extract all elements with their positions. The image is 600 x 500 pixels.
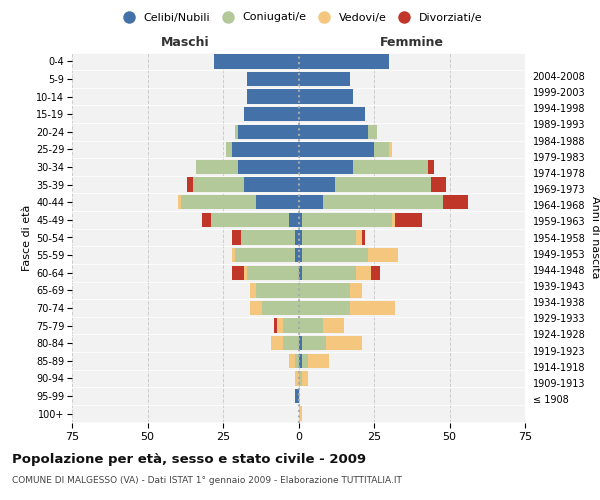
Bar [289,212,299,227]
Bar [214,54,299,68]
Bar [302,212,392,227]
Bar [247,90,299,104]
Bar [371,266,380,280]
Bar [299,301,350,315]
Bar [299,160,353,174]
Bar [295,354,299,368]
Bar [299,142,374,156]
Bar [302,248,368,262]
Bar [299,336,302,350]
Bar [247,72,299,86]
Bar [262,301,299,315]
Text: COMUNE DI MALGESSO (VA) - Dati ISTAT 1° gennaio 2009 - Elaborazione TUTTITALIA.I: COMUNE DI MALGESSO (VA) - Dati ISTAT 1° … [12,476,402,485]
Bar [299,371,302,386]
Bar [308,354,329,368]
Bar [392,212,395,227]
Bar [277,318,283,333]
Bar [250,283,256,298]
Bar [299,406,302,421]
Bar [299,248,302,262]
Bar [241,230,295,244]
Bar [226,142,232,156]
Bar [211,212,289,227]
Bar [178,195,181,210]
Bar [299,124,368,139]
Bar [232,248,235,262]
Bar [431,178,446,192]
Bar [238,160,299,174]
Bar [302,371,308,386]
Bar [289,354,295,368]
Bar [244,107,299,122]
Bar [283,318,299,333]
Bar [256,195,299,210]
Bar [335,178,431,192]
Text: Femmine: Femmine [380,36,444,49]
Bar [299,90,353,104]
Bar [193,178,244,192]
Bar [247,266,299,280]
Bar [244,266,247,280]
Bar [299,54,389,68]
Bar [295,371,299,386]
Legend: Celibi/Nubili, Coniugati/e, Vedovi/e, Divorziati/e: Celibi/Nubili, Coniugati/e, Vedovi/e, Di… [113,8,487,27]
Bar [323,195,443,210]
Bar [368,248,398,262]
Bar [250,301,262,315]
Bar [299,72,350,86]
Bar [362,230,365,244]
Bar [235,248,295,262]
Bar [295,230,299,244]
Bar [299,195,323,210]
Bar [350,283,362,298]
Bar [299,318,323,333]
Bar [283,336,299,350]
Bar [299,107,365,122]
Bar [428,160,434,174]
Bar [271,336,283,350]
Y-axis label: Fasce di età: Fasce di età [22,204,32,270]
Bar [232,142,299,156]
Bar [299,266,302,280]
Bar [232,266,244,280]
Bar [238,124,299,139]
Bar [368,124,377,139]
Bar [295,248,299,262]
Bar [302,336,326,350]
Bar [353,160,428,174]
Bar [302,266,356,280]
Bar [299,283,350,298]
Bar [295,389,299,404]
Bar [356,266,371,280]
Bar [326,336,362,350]
Bar [443,195,467,210]
Bar [350,301,395,315]
Bar [302,354,308,368]
Bar [299,212,302,227]
Bar [187,178,193,192]
Bar [299,230,302,244]
Bar [232,230,241,244]
Bar [299,354,302,368]
Bar [202,212,211,227]
Bar [244,178,299,192]
Bar [302,230,356,244]
Bar [274,318,277,333]
Bar [235,124,238,139]
Bar [181,195,256,210]
Text: Popolazione per età, sesso e stato civile - 2009: Popolazione per età, sesso e stato civil… [12,452,366,466]
Text: Maschi: Maschi [161,36,209,49]
Bar [299,178,335,192]
Bar [389,142,392,156]
Bar [356,230,362,244]
Bar [256,283,299,298]
Bar [323,318,344,333]
Bar [374,142,389,156]
Bar [395,212,422,227]
Y-axis label: Anni di nascita: Anni di nascita [590,196,599,279]
Bar [196,160,238,174]
